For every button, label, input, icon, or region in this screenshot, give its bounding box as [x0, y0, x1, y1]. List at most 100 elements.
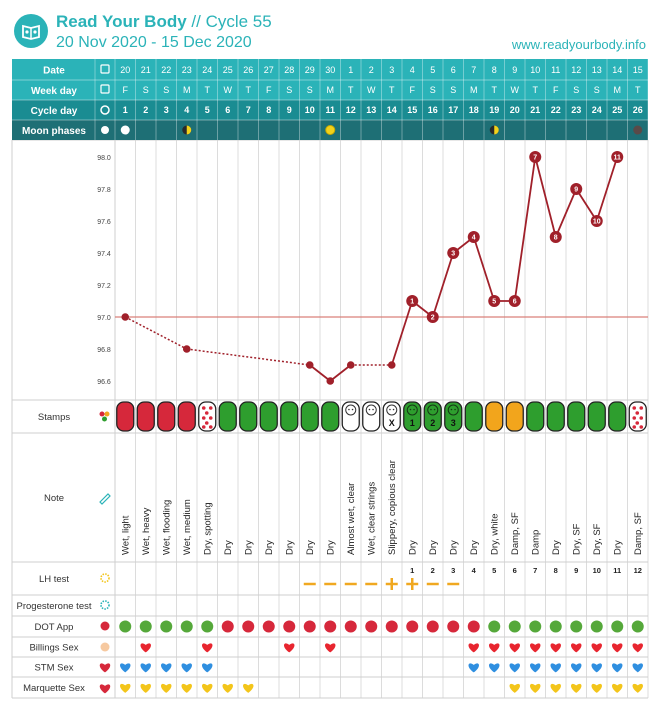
temp-point-label: 2	[431, 315, 435, 322]
temp-point-label: 1	[410, 299, 414, 306]
page-title: Read Your Body // Cycle 55	[56, 12, 272, 32]
note-text: Dry	[551, 540, 562, 555]
dot-app-green	[611, 620, 624, 633]
cycle-day-cell: 20	[510, 105, 520, 115]
temperature-chart: 98.0 97.8 97.6 97.4 97.2 97.0 96.8 96.6 1 2 3 4 5 6 7 8…	[97, 151, 648, 386]
temp-point-labeled	[488, 295, 501, 307]
baby-eye	[392, 408, 395, 411]
weekday-cell: M	[614, 85, 622, 95]
luteal-day-number: 6	[513, 566, 517, 575]
cycle-day-cell: 2	[143, 105, 148, 115]
cycle-day-row-background	[12, 100, 648, 120]
y-tick-label: 98.0	[97, 155, 111, 162]
row-label-progesterone: Progesterone test	[17, 601, 92, 612]
cycle-day-cell: 13	[366, 105, 376, 115]
dot-app-red	[447, 620, 460, 633]
stamp-dot	[632, 406, 637, 410]
stamp-dot	[201, 416, 206, 420]
stamp-dot	[208, 425, 213, 429]
marquette-heart-icon	[591, 683, 602, 693]
stm-heart-icon	[161, 663, 172, 673]
note-text: Dry	[407, 540, 418, 555]
y-tick-label: 97.4	[97, 251, 111, 258]
luteal-day-number: 2	[431, 566, 435, 575]
weekday-cell: F	[123, 85, 129, 95]
baby-eye	[368, 408, 371, 411]
cycle-day-cell: 12	[346, 105, 356, 115]
y-tick-label: 96.6	[97, 379, 111, 386]
dot-app-green	[201, 620, 214, 633]
note-text: Damp, SF	[633, 512, 644, 555]
dot-app-green	[139, 620, 152, 633]
note-text: Dry	[428, 540, 439, 555]
temp-line-segment	[124, 316, 188, 350]
row-label-marquette: Marquette Sex	[23, 683, 85, 694]
cycle-day-cell: 9	[287, 105, 292, 115]
weekday-calendar-icon	[100, 84, 110, 94]
temp-line-segment	[390, 300, 414, 366]
date-cell: 25	[223, 65, 233, 75]
dot-app-green	[549, 620, 562, 633]
stm-heart-icon	[591, 663, 602, 673]
stamp-white-baby	[341, 401, 360, 432]
baby-eye	[389, 408, 391, 411]
luteal-day-number: 5	[492, 566, 496, 575]
date-cell: 9	[512, 65, 517, 75]
stm-heart-icon	[202, 663, 213, 673]
weekday-cell: S	[143, 85, 149, 95]
temp-point-label: 7	[533, 155, 537, 162]
stamp-green	[259, 401, 278, 432]
marquette-heart-icon	[202, 683, 213, 693]
pencil-icon	[99, 493, 111, 505]
note-text: Dry	[448, 540, 459, 555]
date-cell: 3	[389, 65, 394, 75]
baby-face-icon	[427, 404, 439, 416]
billings-heart-icon	[325, 643, 336, 653]
stamp-label: 2	[430, 418, 435, 428]
luteal-day-number: 1	[410, 566, 414, 575]
date-cell: 23	[182, 65, 192, 75]
stamp-red-dots	[198, 401, 217, 432]
weekday-cell: F	[410, 85, 416, 95]
cycle-day-cell: 17	[448, 105, 458, 115]
stamp-dot	[632, 425, 637, 429]
lh-sun-icon	[100, 573, 110, 583]
stamp-dot	[635, 421, 640, 425]
stamp-red	[157, 401, 176, 432]
cycle-day-cell: 14	[387, 105, 397, 115]
marquette-heart-icon	[612, 683, 623, 693]
billings-heart-icon	[591, 643, 602, 653]
baby-eye	[430, 408, 432, 411]
luteal-day-number: 9	[574, 566, 578, 575]
stm-heart-icon	[509, 663, 520, 673]
billings-heart-icon	[612, 643, 623, 653]
marquette-heart-icon	[632, 683, 643, 693]
dot-app-red	[324, 620, 337, 633]
stamp-dot	[639, 416, 644, 420]
y-tick-label: 97.2	[97, 283, 111, 290]
billings-heart-icon	[571, 643, 582, 653]
weekday-cell: W	[224, 85, 233, 95]
note-text: Dry	[223, 540, 234, 555]
dot-app-green	[488, 620, 501, 633]
stamps-icon	[102, 416, 107, 422]
stamp-green-baby	[423, 401, 442, 432]
stm-heart-icon	[571, 663, 582, 673]
temp-point-labeled	[529, 151, 542, 163]
dot-app-green	[529, 620, 542, 633]
baby-eye	[372, 408, 374, 411]
dot-app-red	[406, 620, 419, 633]
stamp-red	[136, 401, 155, 432]
temp-line-segment	[431, 252, 455, 318]
stamp-green	[321, 401, 340, 432]
stamp-dot	[639, 406, 644, 410]
cycle-day-cell: 10	[305, 105, 315, 115]
temp-point-label: 4	[472, 235, 476, 242]
date-cell: 14	[612, 65, 622, 75]
stamp-yellow	[485, 401, 504, 432]
weekday-cell: T	[635, 85, 641, 95]
date-cell: 30	[325, 65, 335, 75]
cycle-label: // Cycle 55	[191, 12, 272, 31]
temp-point-label: 11	[614, 155, 622, 162]
website-link[interactable]: www.readyourbody.info	[511, 37, 646, 52]
